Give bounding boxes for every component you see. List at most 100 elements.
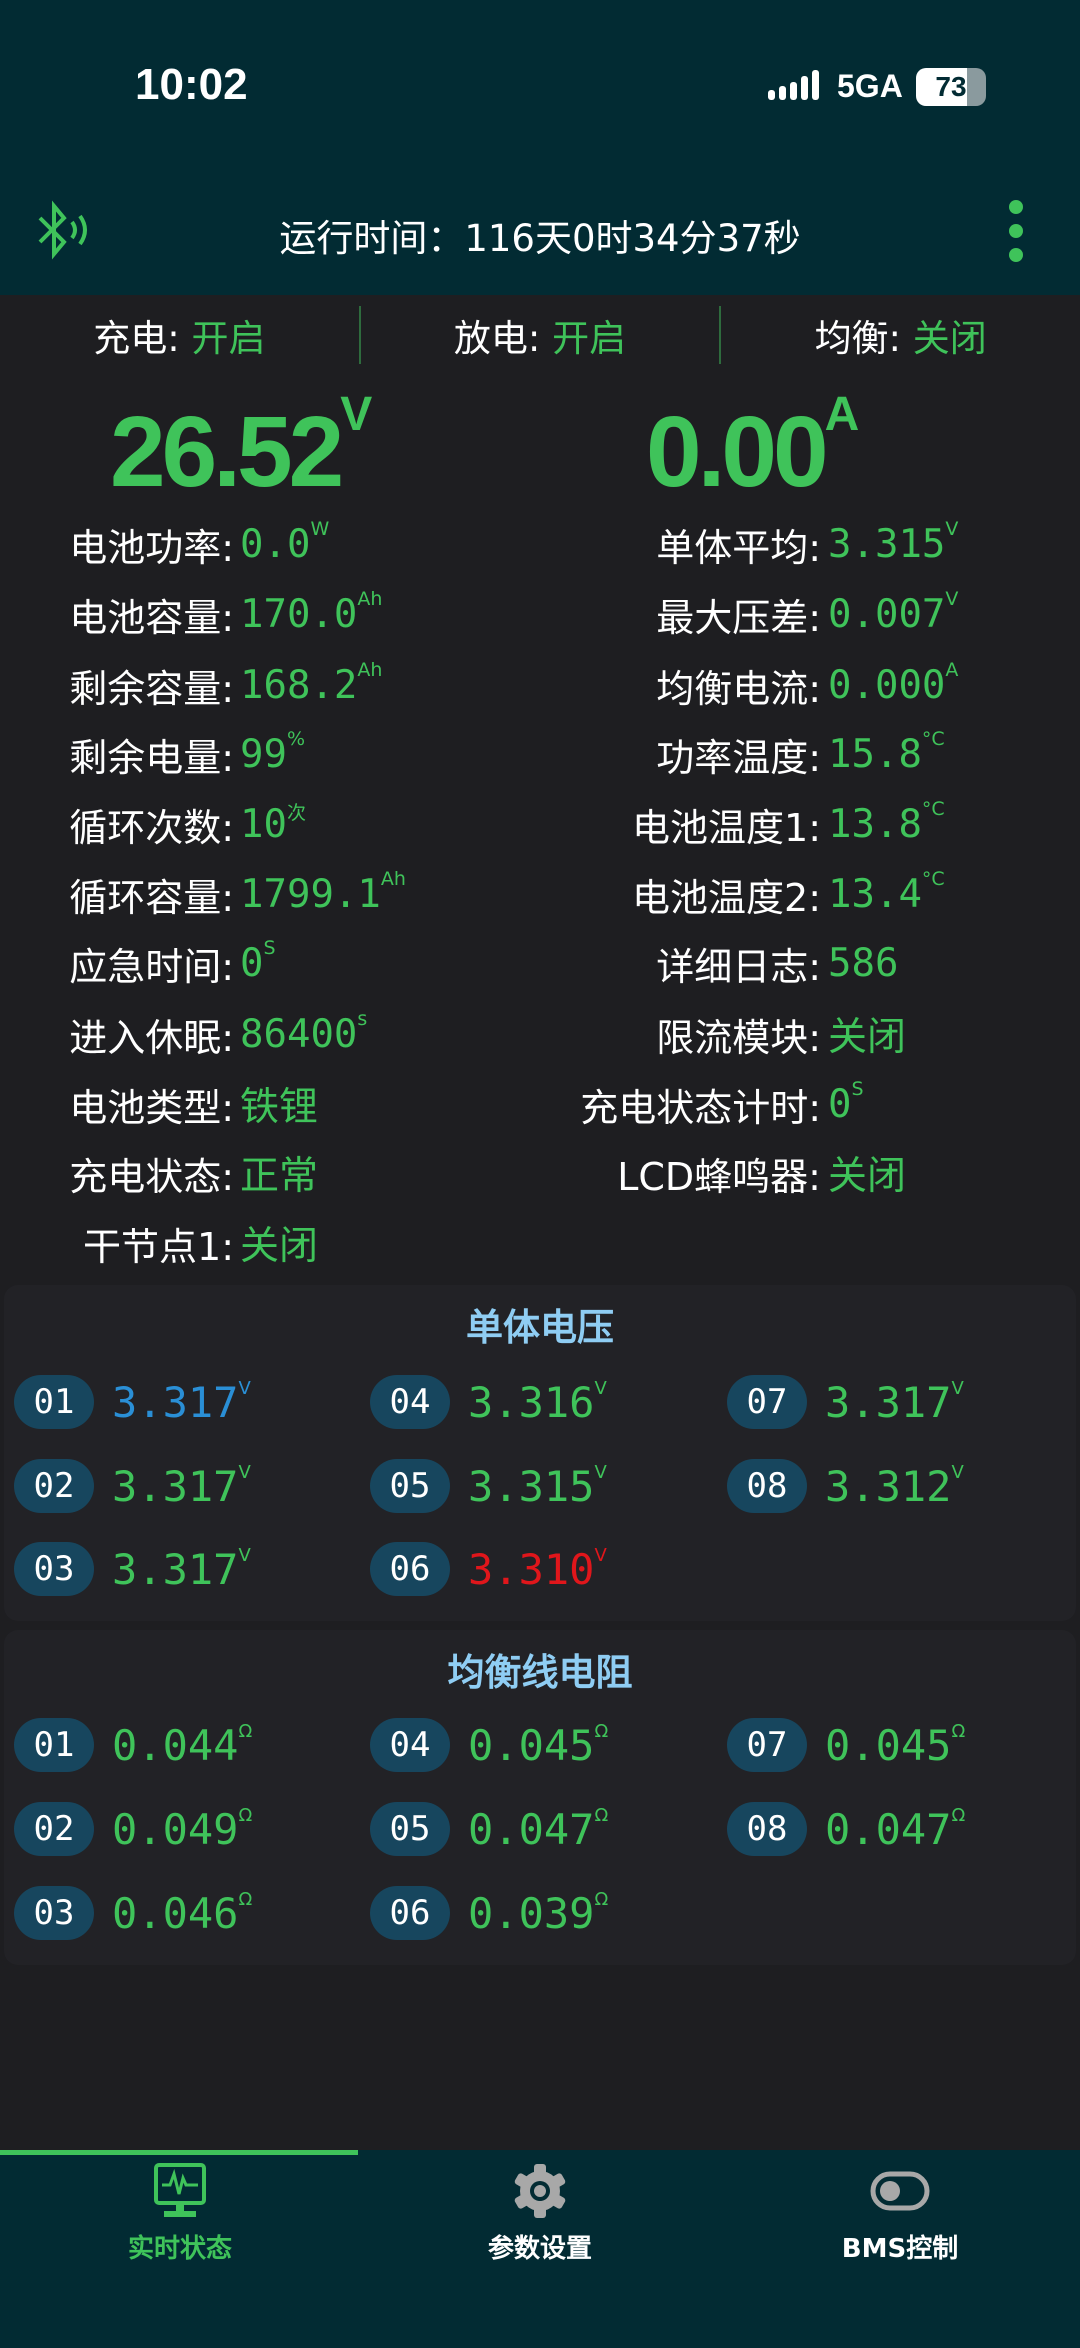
stat-row: LCD蜂鸣器: 关闭 <box>0 1143 1080 1203</box>
toggle-switch-icon <box>870 2171 930 2211</box>
tab-label: 参数设置 <box>487 2234 592 2264</box>
divider <box>719 306 722 364</box>
stat-value: 13.8°C <box>828 798 945 847</box>
value-text: 586 <box>828 940 899 986</box>
stat-label: 均衡电流: <box>656 666 821 711</box>
value-text: 86400 <box>240 1011 358 1057</box>
unit: s <box>357 1007 368 1030</box>
stat-label: 电池温度2: <box>632 875 821 920</box>
value-text: 3.312 <box>825 1461 952 1511</box>
stat-label: 进入休眠: <box>69 1015 234 1060</box>
cell-item: 02 3.317V <box>14 1459 251 1513</box>
value-text: 3.317 <box>112 1544 239 1594</box>
tab-realtime-status[interactable]: 实时状态 <box>0 2162 360 2265</box>
tab-bms-control[interactable]: BMS控制 <box>720 2162 1080 2265</box>
divider <box>358 306 361 364</box>
value-text: 10 <box>240 801 287 847</box>
cell-item: 04 0.045Ω <box>370 1718 608 1772</box>
stat-row: 剩余容量: 168.2Ah <box>0 655 540 715</box>
stat-value: 关闭 <box>240 1215 318 1271</box>
switch-status-bar: 充电: 开启 放电: 开启 均衡: 关闭 <box>0 295 1080 375</box>
unit: Ω <box>594 1720 609 1742</box>
stat-label: 电池功率: <box>69 525 234 570</box>
stat-value: 13.4°C <box>828 868 945 917</box>
stat-label: 单体平均: <box>656 525 821 570</box>
cell-value: 0.049Ω <box>112 1805 252 1854</box>
unit: Ω <box>238 1888 253 1910</box>
monitor-pulse-icon <box>154 2163 206 2217</box>
value-text: 170.0 <box>240 591 358 637</box>
value-text: 3.317 <box>825 1377 952 1427</box>
cell-value: 0.045Ω <box>825 1721 965 1770</box>
value-text: 关闭 <box>828 1015 907 1060</box>
value-text: 0.000 <box>828 662 946 708</box>
stat-label: 最大压差: <box>656 595 821 640</box>
unit: V <box>951 1461 964 1483</box>
runtime-title: 运行时间：116天0时34分37秒 <box>279 217 801 260</box>
stat-label: 功率温度: <box>656 735 821 780</box>
unit: Ω <box>951 1804 966 1826</box>
unit: Ah <box>357 587 383 610</box>
value-text: 0 <box>828 1081 852 1127</box>
value-text: 99 <box>240 731 287 777</box>
cell-number-badge: 04 <box>370 1375 450 1429</box>
cell-item: 04 3.316V <box>370 1375 607 1429</box>
value-text: 正常 <box>240 1154 319 1199</box>
unit: V <box>238 1461 251 1483</box>
discharge-value: 开启 <box>552 317 627 360</box>
value-text: 3.315 <box>828 521 946 567</box>
value-text: 铁锂 <box>240 1085 319 1130</box>
unit: Ω <box>238 1804 253 1826</box>
balance-status: 均衡: 关闭 <box>721 308 1080 362</box>
stat-value: 99% <box>240 728 305 777</box>
cell-number-badge: 08 <box>727 1802 807 1856</box>
cell-number-badge: 05 <box>370 1459 450 1513</box>
cell-value: 3.315V <box>468 1462 607 1511</box>
unit: V <box>594 1461 607 1483</box>
cell-value: 3.317V <box>825 1378 964 1427</box>
stat-label: 应急时间: <box>69 944 234 989</box>
stat-value: 10次 <box>240 802 306 847</box>
more-menu-icon[interactable] <box>1004 200 1028 272</box>
value-text: 3.316 <box>468 1377 595 1427</box>
tab-parameter-settings[interactable]: 参数设置 <box>360 2162 720 2265</box>
stat-row: 均衡电流: 0.000A <box>0 655 1080 715</box>
value-text: 0.047 <box>468 1804 595 1854</box>
cell-number-badge: 05 <box>370 1802 450 1856</box>
balance-resistance-title: 均衡线电阻 <box>447 1651 633 1694</box>
cell-number-badge: 07 <box>727 1375 807 1429</box>
stat-row: 充电状态计时: 0S <box>0 1074 1080 1134</box>
cell-voltage-card: 单体电压 01 3.317V 02 3.317V 03 3.317V 04 3.316V 05 3… <box>4 1285 1076 1621</box>
stat-label: 充电状态计时: <box>580 1085 821 1130</box>
cell-number-badge: 03 <box>14 1542 94 1596</box>
cell-number-badge: 02 <box>14 1802 94 1856</box>
stat-label: 电池温度1: <box>632 805 821 850</box>
stat-row: 电池功率: 0.0W <box>0 514 540 574</box>
value-text: 3.317 <box>112 1461 239 1511</box>
unit: V <box>945 517 959 540</box>
discharge-status: 放电: 开启 <box>361 308 720 362</box>
unit: V <box>594 1544 607 1566</box>
value-text: 0.047 <box>825 1804 952 1854</box>
cell-item: 05 0.047Ω <box>370 1802 608 1856</box>
stat-value: 关闭 <box>828 1145 906 1201</box>
stat-label: LCD蜂鸣器: <box>617 1154 821 1199</box>
unit: A <box>945 658 959 681</box>
status-time: 10:02 <box>135 60 248 109</box>
value-text: 15.8 <box>828 731 922 777</box>
stat-value: 168.2Ah <box>240 659 382 708</box>
stat-value: 0S <box>240 937 276 986</box>
active-tab-indicator <box>0 2150 358 2155</box>
value-text: 0.045 <box>825 1720 952 1770</box>
value-text: 0.049 <box>112 1804 239 1854</box>
charge-label: 充电: <box>93 317 180 360</box>
value-text: 0.045 <box>468 1720 595 1770</box>
stat-value: 铁锂 <box>240 1076 318 1132</box>
cell-item: 03 0.046Ω <box>14 1886 252 1940</box>
cell-number-badge: 01 <box>14 1718 94 1772</box>
unit: V <box>951 1377 964 1399</box>
stat-value: 86400s <box>240 1008 367 1057</box>
cell-number-badge: 07 <box>727 1718 807 1772</box>
charge-status: 充电: 开启 <box>0 308 359 362</box>
bluetooth-icon[interactable] <box>34 200 94 260</box>
